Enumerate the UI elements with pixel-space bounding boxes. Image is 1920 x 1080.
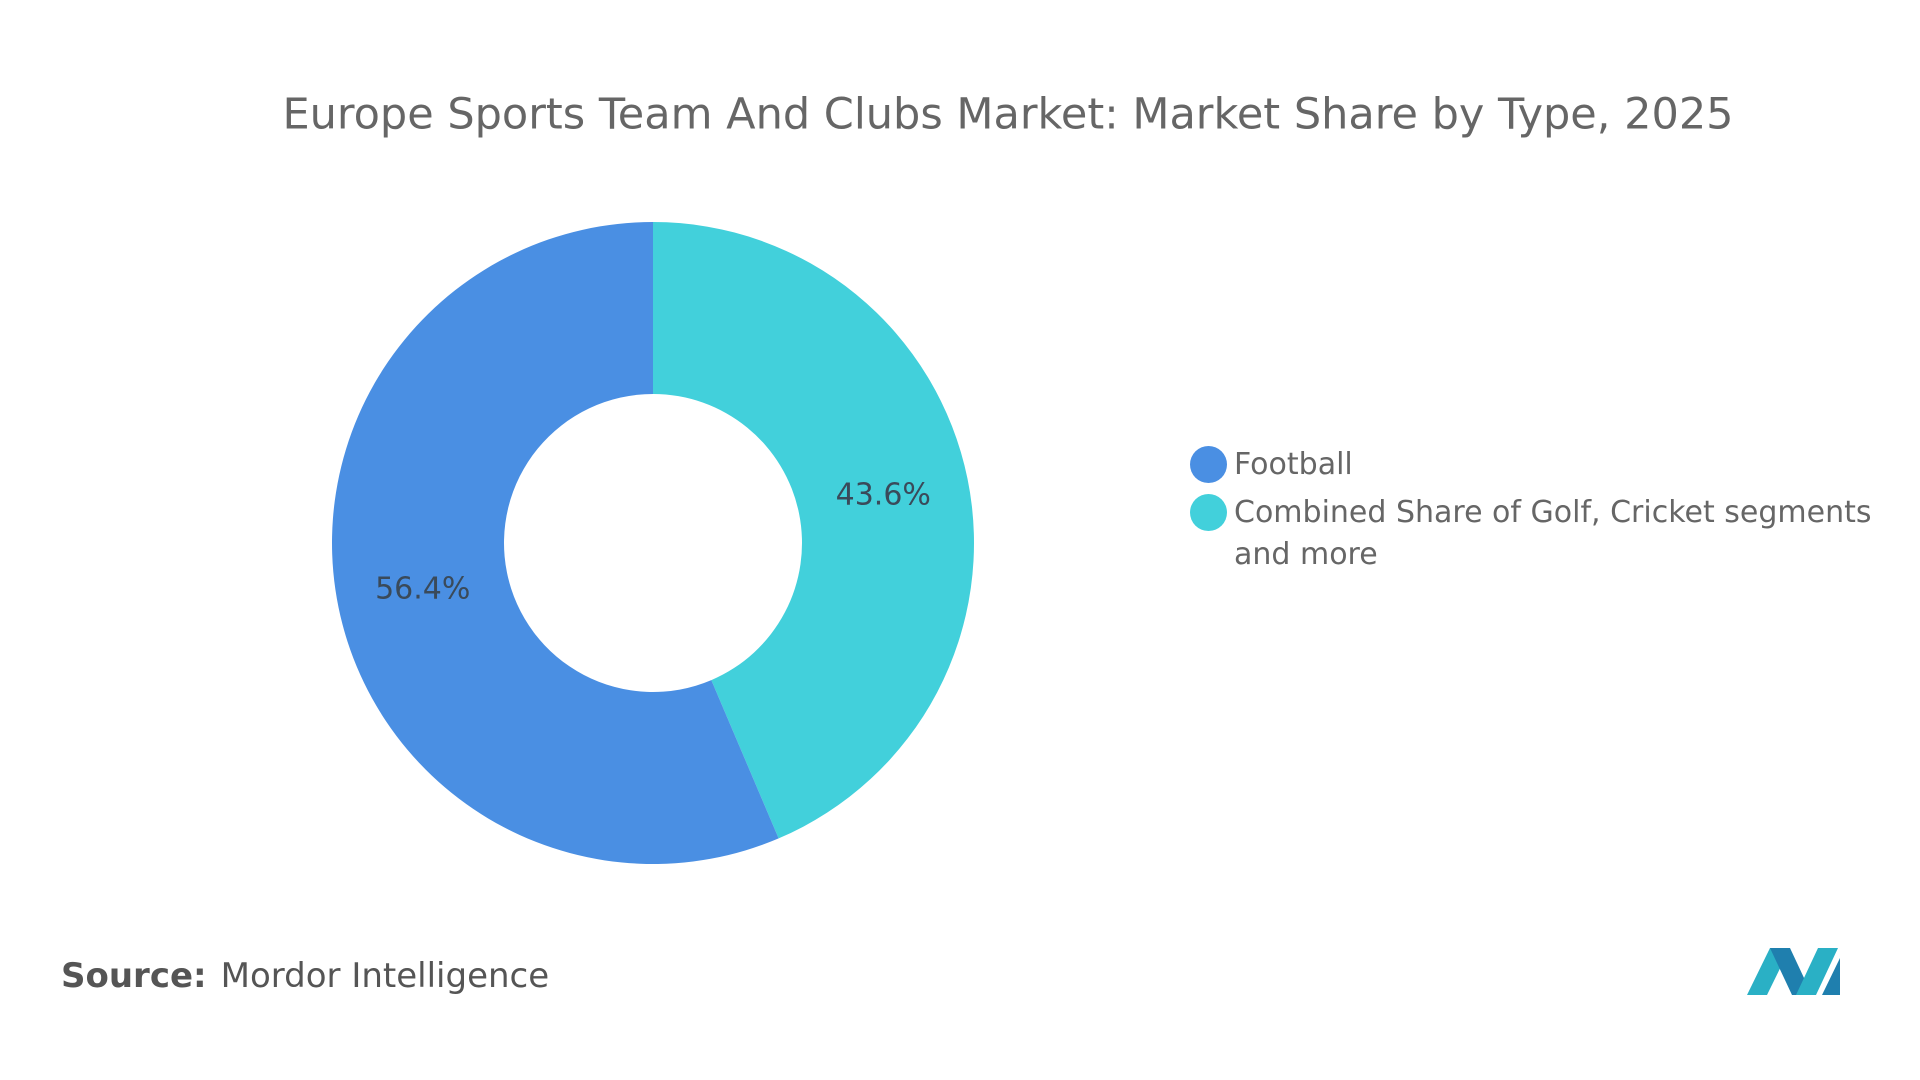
data-label: 43.6% [836,478,931,513]
legend-marker [1190,494,1227,531]
legend-marker [1190,446,1227,483]
legend: Football Combined Share of Golf, Cricket … [1190,444,1900,582]
source-label: Source: [61,956,207,996]
data-label: 56.4% [375,571,470,606]
donut-slice [331,222,779,864]
legend-item: Combined Share of Golf, Cricket segments… [1190,492,1900,576]
chart-title: Europe Sports Team And Clubs Market: Mar… [282,90,1733,140]
legend-label: Combined Share of Golf, Cricket segments… [1234,495,1872,572]
legend-item: Football [1190,444,1900,486]
source-text: Mordor Intelligence [220,956,550,996]
donut-slice [653,222,974,839]
legend-label: Football [1234,447,1353,482]
logo [1747,948,1840,995]
source: Source: Mordor Intelligence [61,956,549,996]
